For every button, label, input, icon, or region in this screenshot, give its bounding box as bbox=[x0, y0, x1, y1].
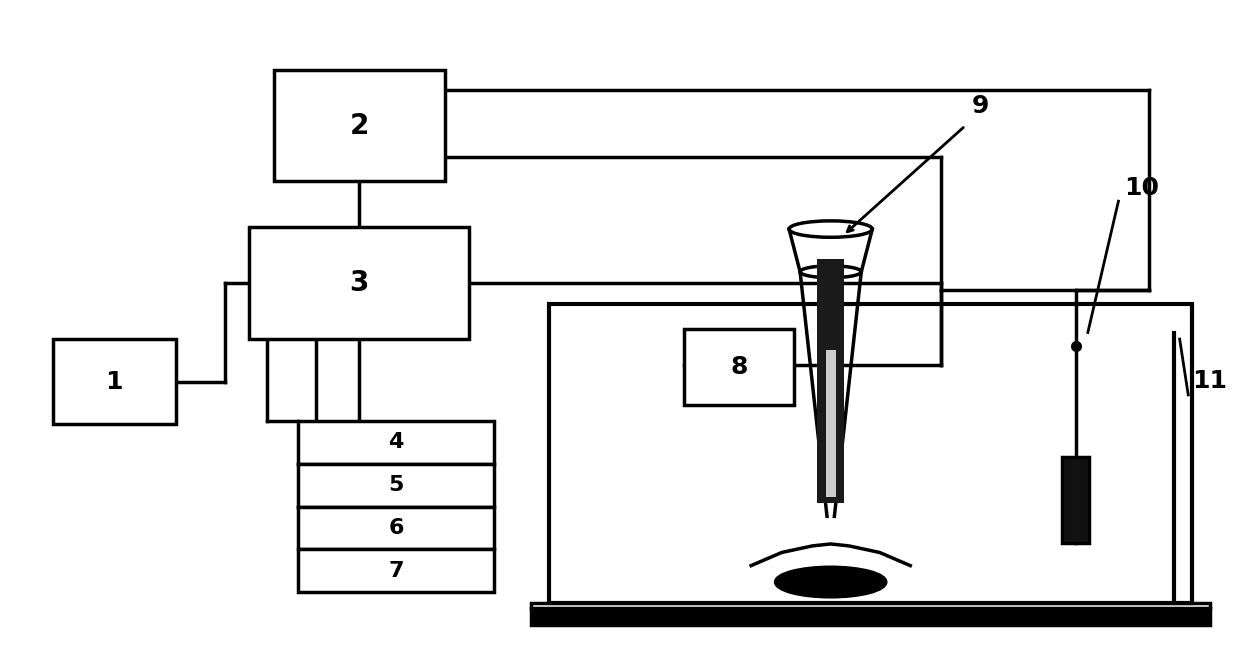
Text: 1: 1 bbox=[105, 370, 123, 394]
Bar bbox=[299, 507, 494, 549]
Bar bbox=[53, 339, 176, 424]
Text: 10: 10 bbox=[1125, 176, 1160, 200]
Bar bbox=[825, 350, 835, 497]
Ellipse shape bbox=[800, 266, 861, 278]
Text: 3: 3 bbox=[349, 269, 369, 297]
Text: 6: 6 bbox=[388, 518, 404, 538]
Bar bbox=[1062, 458, 1089, 543]
Bar bbox=[549, 305, 1192, 603]
Bar bbox=[299, 549, 494, 592]
Text: 7: 7 bbox=[388, 561, 404, 581]
Bar bbox=[684, 329, 794, 405]
Bar bbox=[249, 227, 470, 339]
Bar bbox=[530, 603, 1211, 608]
Text: 9: 9 bbox=[971, 94, 989, 118]
Text: 5: 5 bbox=[388, 475, 404, 495]
Text: 11: 11 bbox=[1192, 369, 1227, 393]
Ellipse shape bbox=[789, 221, 872, 237]
Text: 4: 4 bbox=[388, 432, 404, 452]
Ellipse shape bbox=[776, 567, 886, 597]
Bar bbox=[299, 464, 494, 507]
Text: 2: 2 bbox=[349, 112, 369, 140]
Text: 8: 8 bbox=[730, 355, 747, 379]
Bar bbox=[299, 421, 494, 464]
Bar bbox=[818, 259, 844, 503]
Bar bbox=[274, 70, 445, 182]
Bar bbox=[530, 608, 1211, 624]
